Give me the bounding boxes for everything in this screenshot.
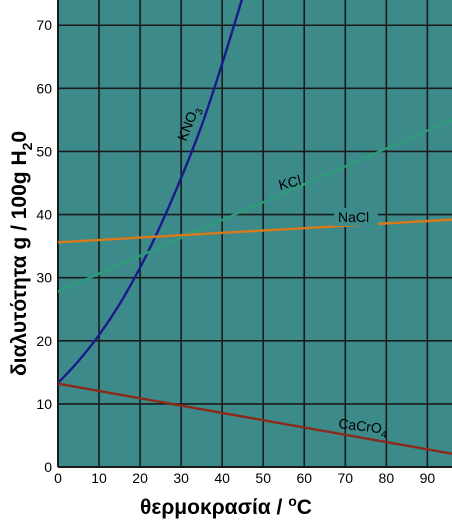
series-line-kcl (58, 118, 452, 293)
series-label-cacro4-subscript: 4 (380, 429, 387, 441)
x-tick-label-0: 0 (54, 470, 62, 486)
x-tick-label-90: 90 (420, 470, 436, 486)
series-label-nacl: NaCl (338, 209, 369, 225)
x-tick-label-60: 60 (296, 470, 312, 486)
series-label-backdrop-nacl (334, 208, 378, 226)
y-axis-title-main: διαλυτότητα g / 100g H (8, 150, 31, 376)
series-label-cacro4-main: CaCrO (338, 415, 383, 436)
series-label-cacro4: CaCrO4 (337, 415, 389, 441)
y-tick-label-50: 50 (36, 143, 52, 159)
series-line-nacl (58, 218, 452, 244)
series-label-kcl: KCl (277, 172, 303, 193)
series-label-kcl-main: KCl (277, 172, 303, 193)
series-label-nacl-main: NaCl (338, 209, 369, 225)
x-axis-title: θερμοκρασία / oC (140, 493, 312, 519)
x-tick-label-10: 10 (91, 470, 107, 486)
y-axis-title: διαλυτότητα g / 100g H20 (8, 131, 35, 376)
y-axis-title-end: 0 (8, 131, 31, 143)
y-tick-label-40: 40 (36, 207, 52, 223)
grid (57, 0, 452, 468)
x-tick-label-40: 40 (214, 470, 230, 486)
y-tick-label-20: 20 (36, 333, 52, 349)
x-tick-label-50: 50 (255, 470, 271, 486)
y-tick-label-70: 70 (36, 17, 52, 33)
x-tick-label-70: 70 (338, 470, 354, 486)
series-line-kno3 (58, 0, 243, 385)
y-axis-title-subscript: 2 (19, 142, 35, 150)
x-axis-unit-superscript: o (288, 493, 297, 509)
x-axis-title-main: θερμοκρασία / (140, 496, 288, 519)
series-lines (58, 0, 452, 455)
y-tick-label-10: 10 (36, 396, 52, 412)
x-tick-label-30: 30 (173, 470, 189, 486)
series-label-kno3-subscript: 3 (194, 107, 206, 117)
y-tick-label-0: 0 (44, 459, 52, 475)
x-axis-unit: C (297, 496, 312, 519)
y-tick-label-60: 60 (36, 80, 52, 96)
plot-background (58, 0, 452, 467)
y-tick-label-30: 30 (36, 270, 52, 286)
series-line-cacro4 (58, 382, 452, 455)
x-tick-label-80: 80 (379, 470, 395, 486)
tick-labels: 0 10 20 30 40 50 60 70 80 90 0 10 20 30 40 50 60 70 (36, 17, 435, 486)
x-tick-label-20: 20 (132, 470, 148, 486)
